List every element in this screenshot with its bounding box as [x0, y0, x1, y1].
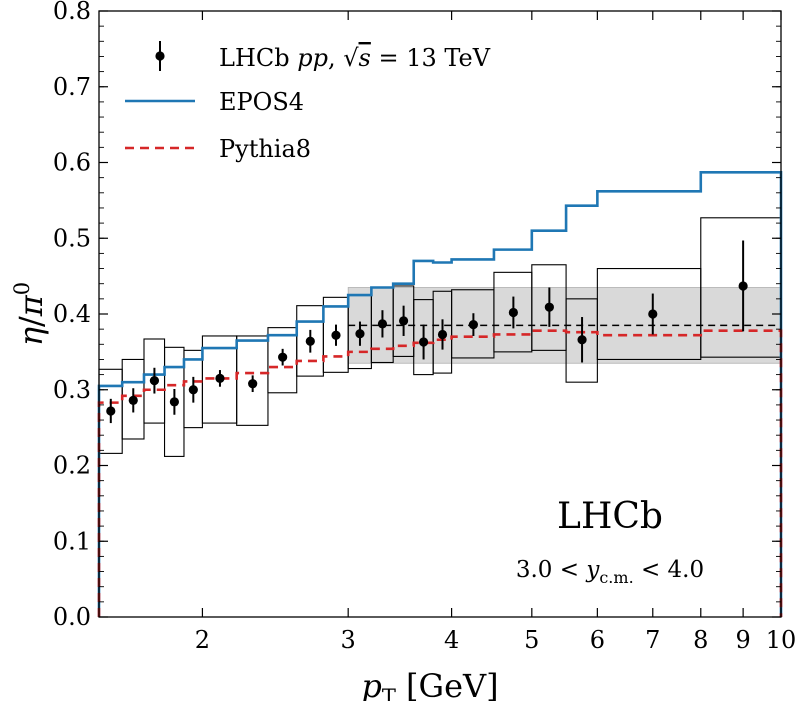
x-tick-label: 9 — [735, 626, 750, 654]
y-tick-label: 0.1 — [53, 527, 91, 555]
data-point — [188, 385, 198, 395]
data-point — [577, 335, 587, 345]
series-epos4 — [97, 171, 783, 617]
x-tick-label: 3 — [341, 626, 356, 654]
data-point — [468, 320, 478, 330]
legend-marker-points-dot — [155, 51, 165, 61]
legend: LHCb pp, √s = 13 TeV EPOS4 Pythia8 — [125, 41, 491, 163]
data-point — [169, 397, 179, 407]
experiment-label: LHCb — [557, 496, 663, 537]
data-point — [648, 309, 658, 319]
x-tick-label: 7 — [645, 626, 660, 654]
data-point — [377, 319, 388, 329]
rapidity-label: 3.0 < yc.m. < 4.0 — [516, 557, 704, 587]
y-tick-label: 0.5 — [53, 224, 91, 252]
data-point — [544, 302, 554, 312]
x-tick-label: 8 — [693, 626, 708, 654]
data-point — [215, 373, 225, 383]
data-point — [278, 352, 288, 362]
data-point — [508, 307, 518, 318]
x-axis-title: pT [GeV] — [361, 667, 498, 701]
data-point — [149, 376, 160, 386]
x-tick-label: 4 — [444, 626, 459, 654]
y-tick-label: 0.2 — [53, 452, 91, 480]
x-tick-label: 6 — [590, 626, 605, 654]
data-point — [418, 337, 429, 347]
data-point — [128, 395, 138, 405]
y-tick-label: 0.7 — [53, 73, 91, 101]
x-tick-label: 2 — [195, 626, 210, 654]
x-tick-label: 10 — [766, 626, 797, 654]
y-tick-label: 0.8 — [53, 0, 91, 25]
data-point — [106, 406, 116, 416]
y-tick-label: 0.4 — [53, 300, 91, 328]
data-point — [437, 329, 448, 340]
data-point — [305, 336, 315, 346]
y-tick-label: 0.0 — [53, 603, 91, 631]
legend-label-data: LHCb pp, √s = 13 TeV — [219, 44, 491, 72]
legend-label-epos4: EPOS4 — [219, 88, 304, 116]
annotations: LHCb 3.0 < yc.m. < 4.0 — [516, 496, 704, 587]
series-pythia8 — [97, 329, 783, 617]
y-tick-label: 0.3 — [53, 376, 91, 404]
data-point — [248, 379, 258, 389]
legend-label-pythia8: Pythia8 — [219, 135, 311, 163]
series-layer — [97, 171, 783, 617]
normalization-band-layer — [347, 287, 782, 364]
data-point — [331, 330, 341, 340]
y-tick-label: 0.6 — [53, 149, 91, 177]
data-point — [355, 329, 365, 339]
data-point — [398, 316, 409, 326]
data-point — [738, 281, 748, 291]
x-tick-label: 5 — [524, 626, 539, 654]
axes-layer: 0.0 0.1 0.2 0.3 0.4 0.5 0.6 0.7 0.8 2 3 4 5 6 7 8 9 10 pT … — [10, 0, 796, 701]
y-axis-title: η/π0 — [10, 282, 50, 346]
data-points-layer — [106, 240, 748, 424]
